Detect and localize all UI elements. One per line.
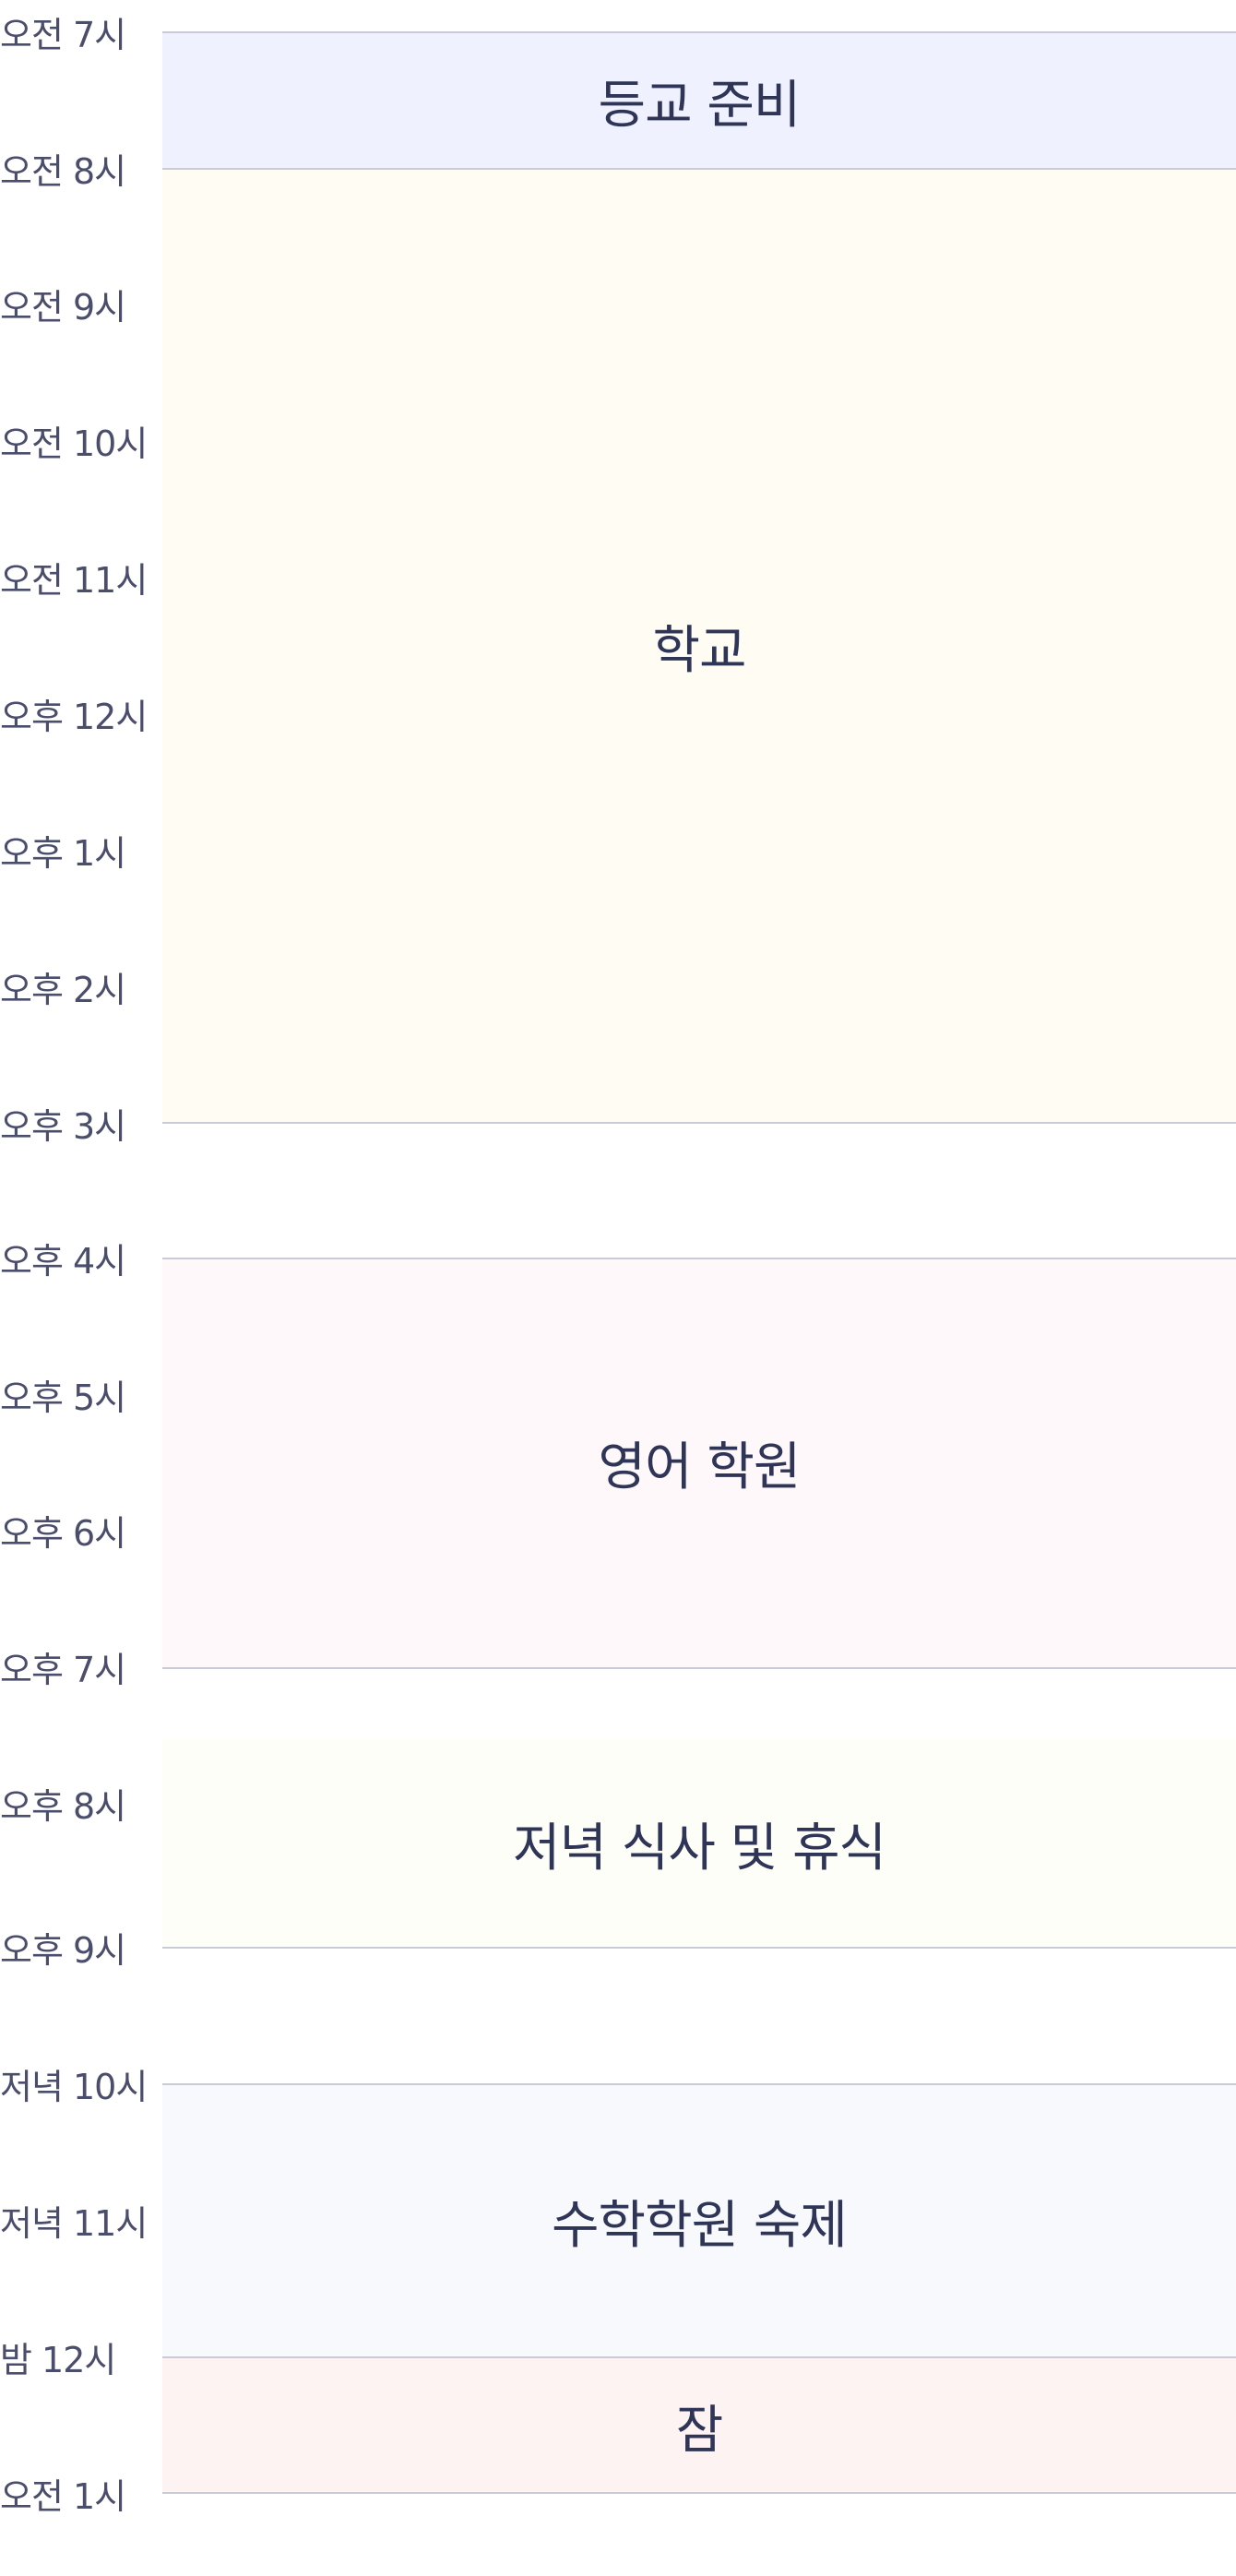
event-title: 저녁 식사 및 휴식 (512, 1819, 886, 1878)
divider-line (162, 1258, 1236, 1259)
divider-line (162, 1122, 1236, 1124)
divider-line (162, 1947, 1236, 1949)
time-label: 오전 7시 (0, 15, 126, 55)
time-label: 저녁 11시 (0, 2203, 148, 2244)
time-label: 오후 6시 (0, 1513, 126, 1554)
time-label: 오후 8시 (0, 1786, 126, 1827)
time-label: 오전 1시 (0, 2476, 126, 2517)
time-label: 오후 7시 (0, 1650, 126, 1690)
event-block-math-homework[interactable]: 수학학원 숙제 (162, 2084, 1236, 2357)
event-block-dinner-rest[interactable]: 저녁 식사 및 휴식 (162, 1740, 1236, 1948)
time-label: 오후 1시 (0, 833, 126, 874)
divider-line (162, 2083, 1236, 2085)
event-block-sleep[interactable]: 잠 (162, 2357, 1236, 2494)
time-label: 저녁 10시 (0, 2067, 148, 2107)
divider-line (162, 2492, 1236, 2494)
divider-line (162, 1667, 1236, 1669)
divider-line (162, 2356, 1236, 2358)
time-label: 오후 9시 (0, 1930, 126, 1971)
divider-line (162, 31, 1236, 33)
event-block-english-academy[interactable]: 영어 학원 (162, 1258, 1236, 1667)
time-label: 오전 9시 (0, 287, 126, 328)
event-block-school-prep[interactable]: 등교 준비 (162, 32, 1236, 169)
event-block-school[interactable]: 학교 (162, 169, 1236, 1123)
event-title: 학교 (652, 620, 746, 681)
time-label: 오전 11시 (0, 560, 148, 601)
time-label: 오후 5시 (0, 1377, 126, 1418)
time-label: 오후 4시 (0, 1241, 126, 1282)
event-title: 수학학원 숙제 (552, 2195, 848, 2256)
event-title: 등교 준비 (598, 75, 802, 136)
divider-line (162, 168, 1236, 170)
time-label: 오전 10시 (0, 423, 148, 464)
time-label: 오후 12시 (0, 697, 148, 737)
event-title: 영어 학원 (598, 1437, 802, 1497)
time-label: 오전 8시 (0, 151, 126, 192)
event-title: 잠 (675, 2400, 724, 2461)
time-label: 밤 12시 (0, 2340, 116, 2380)
time-label: 오후 3시 (0, 1106, 126, 1147)
time-label: 오후 2시 (0, 970, 126, 1010)
